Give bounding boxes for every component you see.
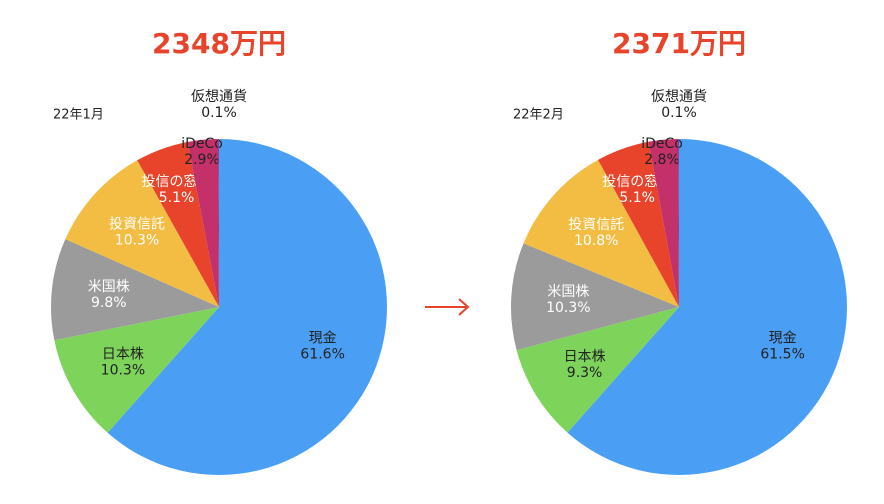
slice-label: iDeCo: [641, 136, 683, 152]
pie-slice: [597, 141, 679, 307]
pie-slice: [65, 160, 219, 307]
slice-label: 現金: [769, 330, 797, 346]
chart-subtitle: 22年2月: [513, 108, 564, 123]
slice-label: 投資信託: [109, 216, 165, 232]
pie-slice: [523, 159, 679, 307]
pie-slice: [511, 243, 679, 351]
slice-value-label: 5.1%: [619, 190, 655, 206]
slice-value-label: 10.3%: [115, 232, 159, 248]
slice-label: 日本株: [102, 346, 144, 362]
slice-value-label: 61.6%: [300, 346, 344, 362]
slice-value-label: 2.8%: [644, 152, 680, 168]
slice-label: 投資信託: [568, 217, 624, 233]
slice-label: 米国株: [547, 284, 589, 300]
pie-slice: [516, 307, 679, 433]
slice-label: 米国株: [88, 279, 130, 295]
slice-value-label: 9.8%: [91, 295, 127, 311]
pie-slice: [107, 139, 387, 475]
pie-slice: [567, 139, 848, 475]
pie-slice: [648, 139, 679, 307]
slice-label: iDeCo: [181, 136, 223, 152]
slice-value-label: 10.8%: [574, 233, 618, 249]
slice-label: 投信の窓口: [602, 173, 672, 190]
slice-label: 現金: [309, 330, 337, 346]
pie-slice: [51, 239, 220, 341]
slice-label: 投信の窓口: [142, 173, 212, 190]
slice-value-label: 61.5%: [760, 346, 804, 362]
pie-slice: [137, 141, 219, 307]
slice-value-label: 10.3%: [546, 300, 590, 316]
pie-slice: [54, 307, 219, 433]
slice-label: 仮想通貨: [191, 88, 247, 105]
arrow: [425, 298, 470, 316]
chart-subtitle: 22年1月: [53, 108, 104, 123]
slice-label: 日本株: [564, 349, 606, 365]
pie-slice: [217, 139, 219, 307]
slice-value-label: 5.1%: [159, 190, 195, 206]
slice-value-label: 10.3%: [101, 362, 145, 378]
slice-label: 仮想通貨: [651, 88, 707, 105]
pie-slice: [677, 139, 679, 307]
chart-title: 2348万円: [152, 27, 286, 60]
slice-value-label: 0.1%: [201, 105, 237, 121]
slice-value-label: 0.1%: [661, 105, 697, 121]
slice-value-label: 2.9%: [184, 152, 220, 168]
chart-title: 2371万円: [612, 27, 746, 60]
pie-slice: [187, 139, 219, 307]
slice-value-label: 9.3%: [567, 365, 603, 381]
